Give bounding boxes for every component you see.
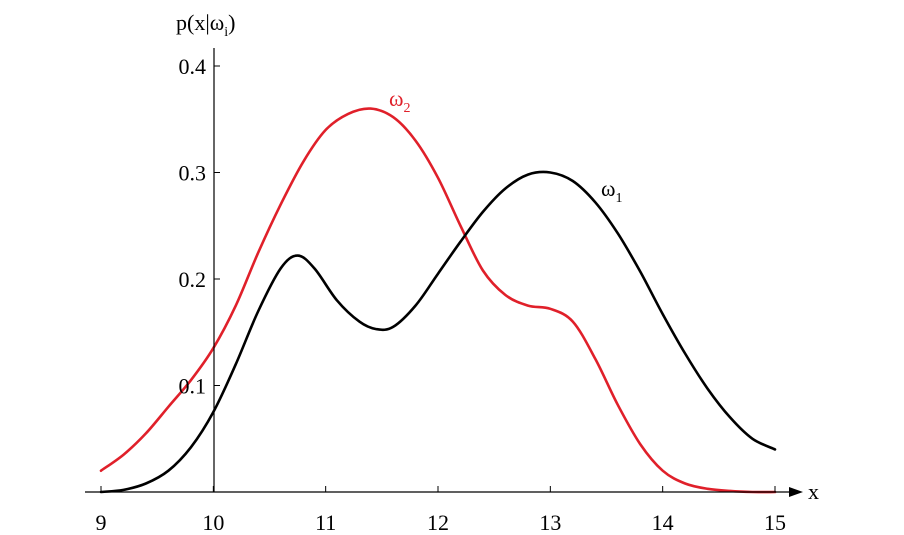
y-tick-label: 0.1 xyxy=(179,374,207,399)
y-tick-label: 0.4 xyxy=(179,54,207,79)
y-tick-label: 0.2 xyxy=(179,267,207,292)
x-ticks: 9 10 11 12 13 14 15 xyxy=(96,486,786,535)
x-axis-arrow xyxy=(789,487,803,497)
series-line-ω2 xyxy=(99,107,777,494)
series-label-1: ω1 xyxy=(601,176,622,206)
y-tick-label: 0.3 xyxy=(179,161,207,186)
x-tick-label: 14 xyxy=(652,510,674,535)
x-tick-label: 10 xyxy=(202,510,224,535)
x-tick-label: 12 xyxy=(427,510,449,535)
x-tick-label: 13 xyxy=(539,510,561,535)
x-tick-label: 11 xyxy=(315,510,336,535)
y-ticks: 0.1 0.2 0.3 0.4 xyxy=(179,54,220,399)
x-tick-label: 9 xyxy=(96,510,107,535)
axes-layer: 9 10 11 12 13 14 15 0.1 0.2 0.3 0.4 x p(x|ωi) xyxy=(85,10,819,535)
y-axis-label: p(x|ωi) xyxy=(176,10,235,40)
series-label-2: ω2 xyxy=(389,86,410,116)
x-axis-label: x xyxy=(808,479,819,504)
series-line-ω1 xyxy=(99,170,777,494)
series-labels: ω1 ω2 xyxy=(389,86,622,206)
x-tick-label: 15 xyxy=(764,510,786,535)
series-layer xyxy=(99,107,777,494)
